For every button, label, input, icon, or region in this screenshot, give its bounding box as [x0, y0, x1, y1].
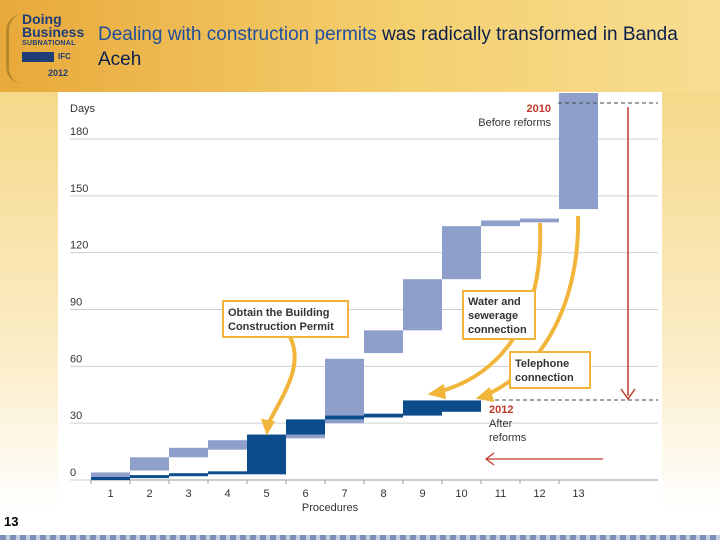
slide-header: Doing Business SUBNATIONAL IFC 2012 Deal… [0, 0, 720, 92]
legend-2012-year: 2012 [489, 404, 513, 416]
water-callout-line3: connection [468, 324, 527, 336]
after-legend-arrowhead-icon [485, 452, 495, 466]
before-reform-bar [364, 330, 403, 354]
y-tick-label: 150 [70, 183, 88, 195]
y-tick-label: 120 [70, 240, 88, 252]
telephone-callout-arrow [485, 215, 581, 397]
logo-line4: IFC [58, 52, 71, 61]
telephone-callout-line1: Telephone [515, 358, 569, 370]
after-reform-bar [442, 400, 481, 412]
legend-2012-line2: reforms [489, 432, 527, 444]
permit-callout-line2: Construction Permit [228, 321, 334, 333]
y-tick-label: 60 [70, 353, 82, 365]
before-reform-bar [559, 91, 598, 210]
page-number: 13 [4, 514, 19, 529]
permit-callout-box [222, 300, 349, 338]
x-tick-label: 11 [495, 488, 506, 500]
y-axis-label: Days [70, 103, 96, 115]
bottom-bar [0, 535, 720, 540]
before-reform-bar [442, 226, 481, 280]
x-tick-label: 4 [224, 488, 230, 500]
after-reform-bar [286, 419, 325, 435]
before-reform-bar [91, 472, 130, 480]
before-reform-bar [520, 218, 559, 223]
logo-line1: Doing [22, 11, 62, 27]
before-reform-bar [481, 220, 520, 227]
water-callout-arrowhead-icon [427, 384, 447, 399]
water-callout-line1: Water and [468, 296, 521, 308]
slide-title: Dealing with construction permits was ra… [98, 22, 708, 72]
callout-layer: Obtain the Building Construction Permit … [222, 290, 591, 389]
after-reform-bar [91, 477, 130, 480]
logo-line3: SUBNATIONAL [22, 40, 76, 47]
after-reform-bar [208, 471, 247, 475]
y-tick-label: 90 [70, 297, 82, 309]
x-tick-label: 13 [572, 488, 584, 500]
after-reform-bar [364, 413, 403, 418]
legend-layer: 2010 Before reforms 2012 After reforms [478, 103, 551, 444]
bar-layer [91, 91, 598, 480]
before-reform-bar [130, 457, 169, 471]
legend-2012-line1: After [489, 418, 513, 430]
telephone-callout-line2: connection [515, 372, 574, 384]
x-tick-label: 2 [146, 488, 152, 500]
logo-year: 2012 [48, 68, 69, 78]
y-tick-label: 0 [70, 467, 76, 479]
after-reform-bar [247, 434, 286, 475]
before-reform-bar [208, 440, 247, 450]
permit-callout-arrow [265, 331, 297, 427]
permit-callout-arrowhead-icon [261, 418, 275, 436]
slide-title-rest: was radically transformed in Banda Aceh [98, 24, 678, 70]
x-tick-label: 9 [419, 488, 425, 500]
chart-panel: Obtain the Building Construction Permit … [58, 91, 662, 518]
after-reform-bar [169, 473, 208, 477]
telephone-callout-arrowhead-icon [475, 387, 495, 402]
x-tick-label: 10 [455, 488, 467, 500]
before-reform-bar [169, 447, 208, 458]
x-axis-label: Procedures [302, 502, 359, 514]
telephone-callout-box [509, 351, 591, 389]
before-reform-bar [403, 279, 442, 331]
logo-line2: Business [22, 24, 85, 40]
x-tick-label: 6 [302, 488, 308, 500]
legend-2010-year: 2010 [527, 103, 551, 115]
x-tick-label: 1 [107, 488, 113, 500]
permit-callout-line1: Obtain the Building [228, 307, 329, 319]
x-tick-label: 5 [263, 488, 269, 500]
x-tick-label: 3 [185, 488, 191, 500]
after-reform-bar [325, 415, 364, 420]
water-callout-line2: sewerage [468, 310, 518, 322]
right-decor [662, 92, 720, 512]
x-tick-label: 12 [533, 488, 545, 500]
left-decor [0, 92, 58, 512]
legend-2010-label: Before reforms [478, 117, 551, 129]
after-reform-bar [403, 400, 442, 416]
y-tick-label: 180 [70, 126, 88, 138]
logo-swoosh-icon [6, 14, 23, 84]
logo-mark-icon [22, 52, 54, 62]
grid-layer [70, 138, 658, 484]
doing-business-logo: Doing Business SUBNATIONAL IFC 2012 [6, 8, 88, 86]
reference-layer [485, 102, 658, 466]
before-reform-bar [325, 358, 364, 424]
after-reform-bar [130, 475, 169, 479]
chart-svg: Obtain the Building Construction Permit … [70, 91, 658, 514]
reduction-arrowhead-icon [620, 388, 636, 401]
slide-title-accent: Dealing with construction permits [98, 24, 377, 45]
water-callout-box [462, 290, 536, 340]
x-tick-label: 8 [380, 488, 386, 500]
x-tick-label: 7 [341, 488, 347, 500]
y-tick-label: 30 [70, 410, 82, 422]
